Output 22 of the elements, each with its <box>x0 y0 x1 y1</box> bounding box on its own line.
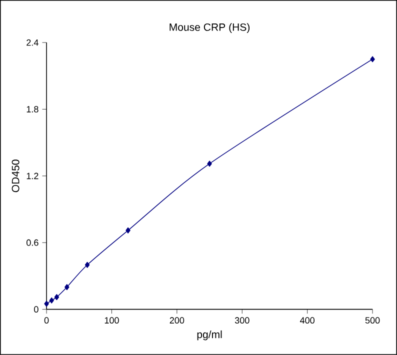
x-tick-label: 300 <box>234 317 250 324</box>
point <box>84 262 90 268</box>
x-tick-label: 0 <box>44 317 49 324</box>
y-tick-label: 0.6 <box>26 240 38 246</box>
point <box>207 160 212 167</box>
y-tick-label: 1.2 <box>26 172 38 180</box>
x-tick-label: 100 <box>104 317 119 324</box>
y-axis-title: OD450 <box>12 160 20 192</box>
x-axis-title: pg/ml <box>197 330 222 340</box>
y-tick-label: 2.4 <box>26 39 38 46</box>
x-tick-label: 200 <box>170 317 184 324</box>
y-tick-label: 0 <box>34 306 38 313</box>
point <box>64 284 70 290</box>
chart-title: Mouse CRP (HS) <box>170 23 250 34</box>
point <box>126 227 130 234</box>
x-tick-label: 400 <box>300 317 315 324</box>
point <box>370 56 375 62</box>
point <box>49 297 54 304</box>
point <box>54 294 60 300</box>
x-tick-label: 500 <box>365 317 380 324</box>
point <box>44 300 49 307</box>
y-tick-label: 1.8 <box>26 106 38 112</box>
